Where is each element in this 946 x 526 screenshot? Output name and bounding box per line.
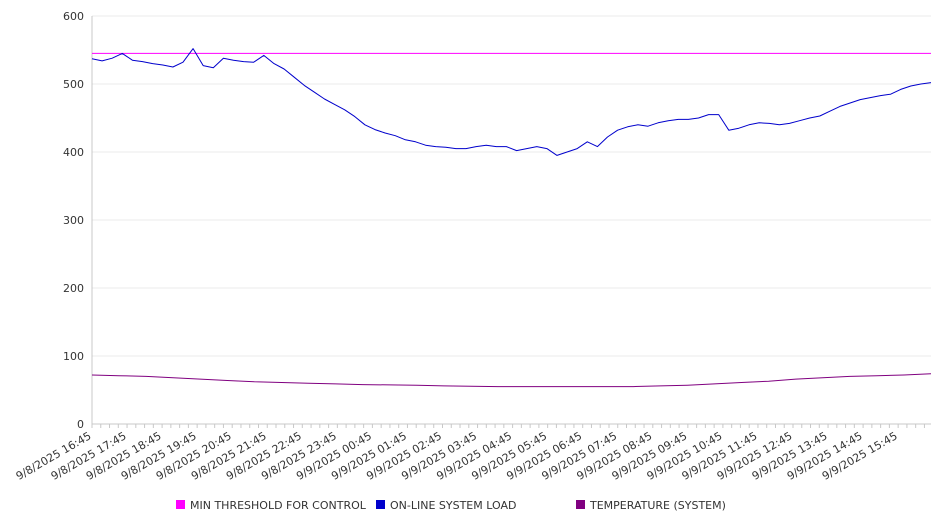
series-lines: [91, 48, 932, 388]
y-tick-label: 300: [63, 214, 84, 227]
y-tick-label: 200: [63, 282, 84, 295]
y-tick-label: 500: [63, 78, 84, 91]
y-tick-label: 100: [63, 350, 84, 363]
legend-swatch-min-threshold-for-control: [176, 500, 185, 509]
legend-label-min-threshold-for-control: MIN THRESHOLD FOR CONTROL: [190, 499, 367, 512]
grid-lines: [92, 15, 931, 357]
y-tick-label: 600: [63, 10, 84, 23]
y-tick-label: 400: [63, 146, 84, 159]
legend-label-on-line-system-load: ON-LINE SYSTEM LOAD: [390, 499, 516, 512]
legend: MIN THRESHOLD FOR CONTROL ON-LINE SYSTEM …: [176, 499, 726, 512]
legend-swatch-on-line-system-load: [376, 500, 385, 509]
legend-label-temperature-system: TEMPERATURE (SYSTEM): [589, 499, 726, 512]
y-tick-label: 0: [77, 418, 84, 431]
y-axis: 0 100 200 300 400 500 600: [63, 10, 93, 431]
legend-swatch-temperature-system: [576, 500, 585, 509]
x-axis: 9/8/2025 16:459/8/2025 17:459/8/2025 18:…: [14, 423, 931, 483]
series-line-on-line-system-load: [91, 48, 932, 156]
series-line-temperature-system: [91, 373, 932, 388]
